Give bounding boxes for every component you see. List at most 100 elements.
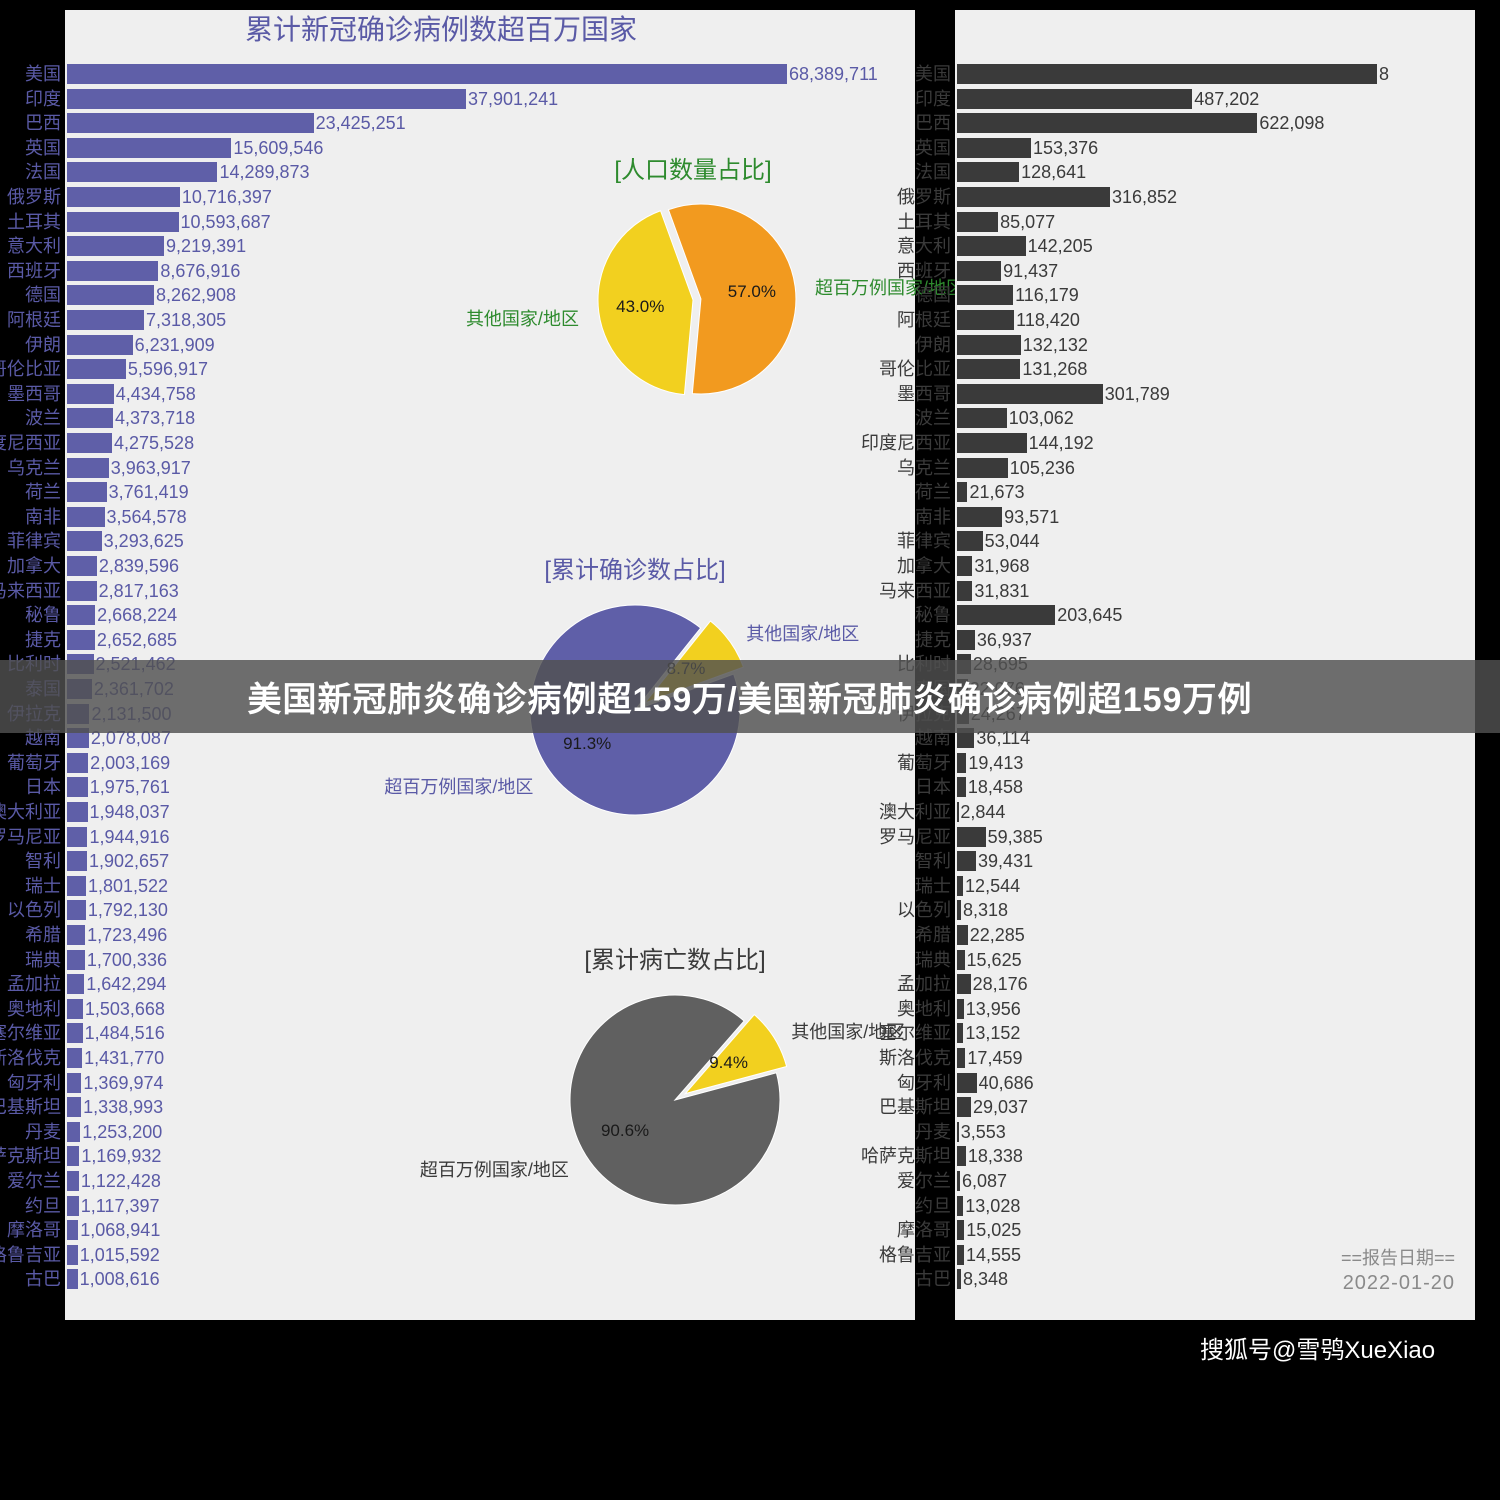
bar-value: 1,122,428 xyxy=(81,1172,161,1190)
bar-value: 3,553 xyxy=(961,1123,1006,1141)
bar-value: 15,625 xyxy=(967,951,1022,969)
country-label: 英国 xyxy=(25,139,65,157)
bar-value: 1,117,397 xyxy=(81,1197,160,1215)
country-label: 法国 xyxy=(25,163,65,181)
bar xyxy=(67,999,83,1019)
bar-value: 3,963,917 xyxy=(111,459,191,477)
bar-value: 23,425,251 xyxy=(316,114,406,132)
bar xyxy=(67,261,158,281)
bar-value: 1,253,200 xyxy=(82,1123,162,1141)
country-label: 匈牙利 xyxy=(7,1074,65,1092)
country-label: 德国 xyxy=(25,286,65,304)
bar xyxy=(67,433,112,453)
bar xyxy=(957,802,959,822)
bar-value: 116,179 xyxy=(1015,286,1079,304)
bar xyxy=(67,335,133,355)
country-label: 以色列 xyxy=(897,901,955,919)
pie-pct: 9.4% xyxy=(709,1053,748,1073)
country-label: 古巴 xyxy=(915,1270,955,1288)
bar xyxy=(957,556,972,576)
bar xyxy=(67,1073,81,1093)
country-label: 瑞士 xyxy=(915,877,955,895)
bar xyxy=(67,925,85,945)
pie-title-deaths: [累计病亡数占比] xyxy=(535,940,815,975)
bar-value: 10,716,397 xyxy=(182,188,272,206)
bar-value: 10,593,687 xyxy=(181,213,271,231)
country-label: 巴基斯坦 xyxy=(0,1098,65,1116)
country-label: 葡萄牙 xyxy=(897,754,955,772)
country-label: 马来西亚 xyxy=(0,582,65,600)
country-label: 乌克兰 xyxy=(897,459,955,477)
bar-value: 8,348 xyxy=(963,1270,1008,1288)
bar xyxy=(957,64,1377,84)
bar xyxy=(957,605,1055,625)
bar xyxy=(957,1269,961,1289)
bar-value: 39,431 xyxy=(978,852,1033,870)
bar xyxy=(957,162,1019,182)
bar-value: 1,169,932 xyxy=(81,1147,161,1165)
country-label: 法国 xyxy=(915,163,955,181)
country-label: 意大利 xyxy=(7,237,65,255)
bar xyxy=(67,581,97,601)
bar xyxy=(957,408,1007,428)
bar-value: 2,003,169 xyxy=(90,754,170,772)
country-label: 印度 xyxy=(25,90,65,108)
bar-value: 118,420 xyxy=(1016,311,1080,329)
country-label: 塞尔维亚 xyxy=(0,1024,65,1042)
bar xyxy=(957,925,968,945)
bar-value: 1,008,616 xyxy=(80,1270,160,1288)
country-label: 印度尼西亚 xyxy=(0,434,65,452)
bar xyxy=(67,753,88,773)
bar xyxy=(67,310,144,330)
bar xyxy=(67,900,86,920)
country-label: 美国 xyxy=(25,65,65,83)
country-label: 爱尔兰 xyxy=(897,1172,955,1190)
bar xyxy=(957,212,998,232)
bar-value: 1,948,037 xyxy=(90,803,170,821)
country-label: 阿根廷 xyxy=(897,311,955,329)
bar xyxy=(67,212,179,232)
bar-value: 153,376 xyxy=(1033,139,1098,157)
pie-slice xyxy=(570,995,780,1205)
bar-value: 2,844 xyxy=(960,803,1005,821)
bar-value: 31,831 xyxy=(974,582,1029,600)
country-label: 希腊 xyxy=(915,926,955,944)
bar xyxy=(957,1245,964,1265)
country-label: 斯洛伐克 xyxy=(879,1049,955,1067)
bar-value: 91,437 xyxy=(1003,262,1058,280)
bar-value: 1,338,993 xyxy=(83,1098,163,1116)
bar xyxy=(67,605,95,625)
pie-label: 其他国家/地区 xyxy=(429,305,579,331)
bar-value: 21,673 xyxy=(969,483,1024,501)
country-label: 菲律宾 xyxy=(897,532,955,550)
bar xyxy=(67,802,88,822)
bar-value: 14,555 xyxy=(966,1246,1021,1264)
bar xyxy=(957,1023,963,1043)
country-label: 捷克 xyxy=(25,631,65,649)
bar-value: 31,968 xyxy=(974,557,1029,575)
country-label: 摩洛哥 xyxy=(897,1221,955,1239)
country-label: 奥地利 xyxy=(897,1000,955,1018)
country-label: 巴基斯坦 xyxy=(879,1098,955,1116)
bar-value: 8,676,916 xyxy=(160,262,240,280)
bar-value: 2,668,224 xyxy=(97,606,177,624)
bar xyxy=(957,827,986,847)
bar-value: 5,596,917 xyxy=(128,360,208,378)
country-label: 加拿大 xyxy=(897,557,955,575)
pie-pct: 43.0% xyxy=(616,297,664,317)
pie-label: 其他国家/地区 xyxy=(746,620,859,646)
bar xyxy=(957,1048,965,1068)
bar xyxy=(957,138,1031,158)
country-label: 瑞士 xyxy=(25,877,65,895)
country-label: 智利 xyxy=(25,852,65,870)
bar xyxy=(957,261,1001,281)
pie-pct: 91.3% xyxy=(563,734,611,754)
bar xyxy=(67,556,97,576)
bar xyxy=(957,359,1020,379)
bar xyxy=(957,433,1027,453)
bar xyxy=(957,777,966,797)
bar xyxy=(67,1269,78,1289)
bar-value: 22,285 xyxy=(970,926,1025,944)
bar xyxy=(957,876,963,896)
bar-value: 622,098 xyxy=(1259,114,1324,132)
